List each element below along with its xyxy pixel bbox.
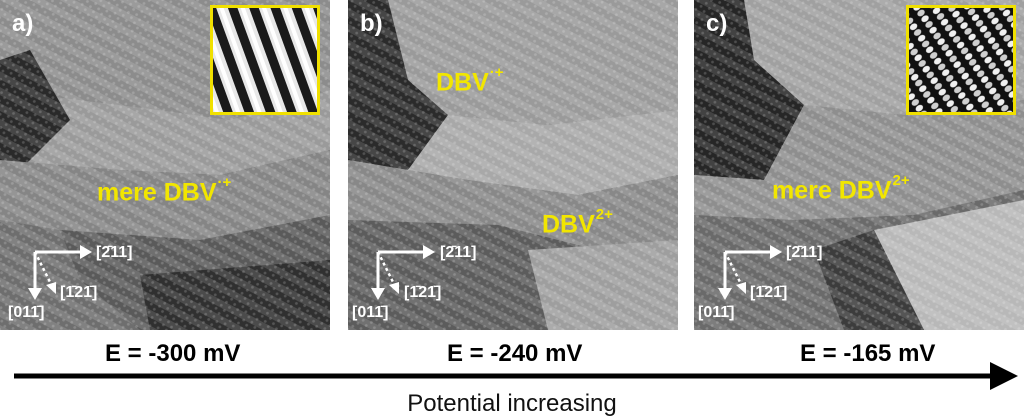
- stm-image-b: [348, 0, 678, 330]
- energy-label-c: E = -165 mV: [800, 340, 936, 367]
- panel-label: b): [360, 10, 383, 37]
- axis-label-down: [011̄]: [352, 304, 389, 321]
- inset-zoom: [210, 5, 320, 115]
- feature-charge: 2+: [595, 206, 613, 223]
- feature-label: DBV·+: [436, 64, 504, 97]
- axis-label-diag: [1̄21̄]: [750, 284, 788, 301]
- potential-caption: Potential increasing: [407, 390, 617, 417]
- crystal-axes: [2̄11] [1̄21̄] [011̄]: [348, 230, 548, 330]
- feature-label: DBV2+: [542, 206, 613, 239]
- feature-charge: ·+: [217, 174, 232, 191]
- axis-label-down: [011̄]: [698, 304, 735, 321]
- feature-label: mere DBV2+: [772, 172, 910, 205]
- potential-arrow: [14, 358, 1020, 394]
- inset-zoom: [906, 5, 1016, 115]
- feature-label: mere DBV·+: [97, 174, 231, 207]
- stm-panel-a: a) mere DBV·+ [2̄11] [1̄21̄] [011̄]: [0, 0, 330, 330]
- stm-panel-c: c) mere DBV2+ [2̄11] [1̄21̄] [011̄]: [694, 0, 1024, 330]
- panel-label: c): [706, 10, 728, 37]
- axis-label-right: [2̄11]: [440, 244, 477, 261]
- axis-label-right: [2̄11]: [96, 244, 133, 261]
- feature-text: mere DBV: [772, 176, 892, 205]
- axis-label-down: [011̄]: [8, 304, 45, 321]
- energy-label-a: E = -300 mV: [105, 340, 241, 367]
- axis-label-right: [2̄11]: [786, 244, 823, 261]
- stm-image-c: [694, 0, 1024, 330]
- stm-image-a: [0, 0, 330, 330]
- crystal-axes: [2̄11] [1̄21̄] [011̄]: [0, 230, 200, 330]
- crystal-axes: [2̄11] [1̄21̄] [011̄]: [694, 230, 894, 330]
- stm-panel-b: b) DBV·+ DBV2+ [2̄11] [1̄21̄] [011̄]: [348, 0, 678, 330]
- feature-text: DBV: [436, 68, 489, 97]
- energy-label-b: E = -240 mV: [447, 340, 583, 367]
- feature-charge: ·+: [489, 64, 504, 81]
- panel-label: a): [12, 10, 34, 37]
- axis-label-diag: [1̄21̄]: [60, 284, 98, 301]
- axis-label-diag: [1̄21̄]: [404, 284, 442, 301]
- feature-text: mere DBV: [97, 178, 217, 207]
- feature-text: DBV: [542, 210, 595, 239]
- feature-charge: 2+: [892, 172, 910, 189]
